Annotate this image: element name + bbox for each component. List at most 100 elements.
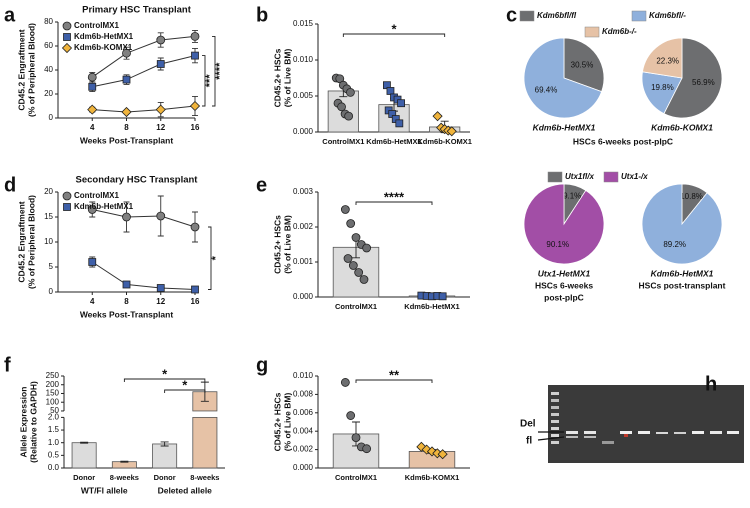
panel-letter: e	[256, 174, 267, 196]
marker	[122, 280, 131, 289]
marker	[346, 88, 355, 97]
significance-bracket	[355, 201, 433, 205]
y-tick-label: 0	[49, 113, 54, 122]
pie-value-label: 69.4%	[535, 86, 558, 95]
y-tick-label: 20	[44, 89, 53, 98]
marker	[191, 285, 199, 294]
marker	[190, 32, 200, 41]
error-bar	[160, 441, 169, 447]
x-tick-label: Donor	[154, 473, 176, 482]
marker	[62, 21, 72, 31]
marker	[122, 48, 131, 58]
marker	[156, 284, 165, 292]
y-tick-label: 250	[46, 371, 60, 380]
y-tick-label: 1.0	[48, 438, 60, 447]
y-tick-label: 150	[46, 389, 60, 398]
y-tick-label: 0.000	[293, 292, 314, 301]
ladder-band	[551, 392, 559, 395]
significance-label: *	[162, 366, 168, 381]
x-tick-label: Kdm6b-HetMX1	[366, 137, 421, 146]
pie-caption: HSCs post-transplant	[639, 280, 726, 290]
marker	[340, 205, 350, 214]
y-tick-label: 40	[44, 65, 53, 74]
y-tick-label: 50	[50, 406, 59, 415]
y-tick-label: 0.005	[293, 91, 314, 100]
marker	[87, 104, 98, 115]
gel-band	[624, 434, 628, 437]
marker	[156, 60, 165, 68]
significance-label: ***	[204, 74, 216, 88]
chart-title: Secondary HSC Transplant	[76, 175, 199, 186]
y-tick-label: 0.010	[293, 55, 314, 64]
gel-band	[620, 431, 632, 434]
x-tick-label: 8-weeks	[110, 473, 139, 482]
pie-slice	[563, 37, 605, 93]
marker	[343, 254, 353, 263]
significance-bracket	[123, 378, 206, 382]
pie-slice	[641, 183, 723, 265]
error-bar	[80, 441, 89, 444]
legend-label: Kdm6b-/-	[602, 27, 637, 36]
x-tick-label: Donor	[73, 473, 95, 482]
gel-label: fl	[526, 436, 532, 447]
x-tick-label: Kdm6b-KOMX1	[405, 473, 460, 482]
significance-label: **	[389, 367, 400, 382]
y-tick-label: 0.004	[293, 426, 314, 435]
pie-label: Kdm6b-KOMX1	[651, 122, 713, 132]
pie-slice	[663, 37, 723, 119]
panel-letter: b	[256, 4, 268, 26]
pie-label: Kdm6b-HetMX1	[533, 122, 596, 132]
marker	[346, 411, 356, 420]
marker	[354, 268, 364, 277]
gel-image	[537, 385, 744, 463]
gel-label: Del	[520, 419, 536, 430]
ladder-band	[551, 427, 559, 430]
marker	[88, 82, 97, 91]
y-axis-label: CD45.2+ HSCs	[272, 48, 282, 107]
y-tick-label: 20	[44, 187, 53, 196]
marker	[337, 102, 346, 112]
gel-band	[584, 431, 596, 434]
y-axis-label: Allele Expression	[18, 387, 28, 458]
marker	[437, 449, 448, 460]
panel-letter: d	[4, 174, 16, 196]
y-tick-label: 0.5	[48, 450, 60, 459]
legend-label: Utx1-/x	[621, 172, 648, 181]
marker	[340, 378, 350, 387]
ladder-band	[551, 420, 559, 423]
panel-letter: a	[4, 4, 16, 26]
y-tick-label: 0.002	[293, 445, 314, 454]
legend-swatch	[584, 26, 600, 38]
ladder-band	[551, 441, 559, 444]
gel-background	[548, 385, 744, 463]
y-tick-label: 0.001	[293, 257, 314, 266]
gel-arrow	[537, 436, 565, 441]
pie-label: Kdm6b-HetMX1	[651, 268, 714, 278]
pie-value-label: 10.8%	[680, 192, 703, 201]
legend-label: Kdm6b-HetMX1	[74, 202, 134, 211]
y-tick-label: 1.5	[48, 425, 60, 434]
pie-value-label: 19.8%	[651, 83, 674, 92]
y-tick-label: 0.010	[293, 371, 314, 380]
significance-label: ****	[214, 62, 226, 80]
legend-label: ControlMX1	[74, 21, 119, 30]
x-tick-label: 8	[124, 123, 129, 132]
pie-value-label: 90.1%	[546, 240, 569, 249]
gel-band	[727, 431, 739, 434]
significance-label: ****	[384, 189, 405, 204]
y-tick-label: 200	[46, 380, 60, 389]
panel-letter: f	[4, 354, 11, 376]
series-line	[91, 35, 196, 78]
ladder-band	[551, 434, 559, 437]
significance-bracket	[212, 35, 216, 107]
x-tick-label: ControlMX1	[322, 137, 364, 146]
error-bar	[120, 460, 129, 463]
pie-slice	[523, 183, 605, 265]
pie-caption: HSCs 6-weeks post-pIpC	[573, 136, 673, 146]
y-axis-label: CD45.2+ HSCs	[272, 215, 282, 274]
y-axis-label: (% of Peripheral Blood)	[26, 195, 36, 289]
y-tick-label: 0.008	[293, 390, 314, 399]
marker	[395, 119, 404, 128]
legend-swatch	[631, 10, 647, 22]
